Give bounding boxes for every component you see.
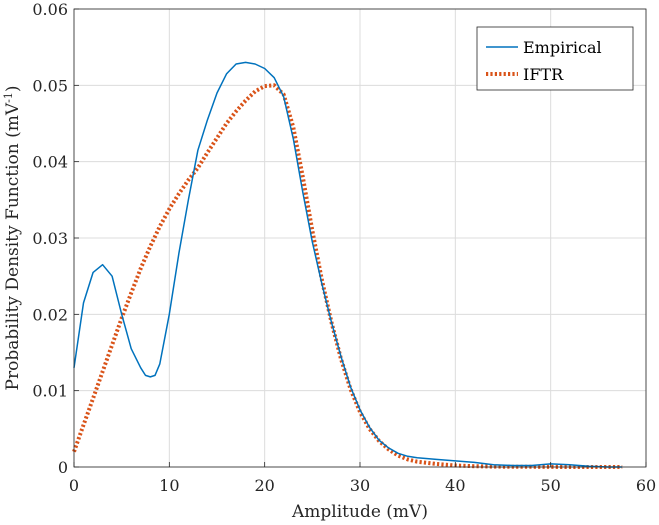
x-tick-label: 20	[254, 476, 274, 495]
y-axis-label-superscript: -1	[2, 92, 15, 103]
x-tick-label: 0	[69, 476, 79, 495]
legend-label-iftr: IFTR	[523, 65, 564, 84]
x-tick-label: 60	[636, 476, 656, 495]
y-tick-label: 0	[58, 458, 68, 477]
x-tick-label: 50	[540, 476, 560, 495]
x-tick-label: 10	[159, 476, 179, 495]
y-axis-label-close: )	[3, 86, 23, 93]
series-layer	[72, 61, 623, 469]
y-tick-labels: 0 0.01 0.02 0.03 0.04 0.05 0.06	[32, 0, 68, 477]
tick-marks	[73, 8, 647, 468]
y-axis-label-main: Probability Density Function (mV	[3, 102, 23, 390]
legend-label-empirical: Empirical	[523, 38, 602, 57]
y-tick-label: 0.02	[32, 305, 68, 324]
x-axis-label: Amplitude (mV)	[291, 502, 428, 522]
legend-box	[476, 26, 634, 91]
series-line-iftr	[72, 83, 623, 469]
y-tick-label: 0.06	[32, 0, 68, 19]
y-tick-label: 0.03	[32, 229, 68, 248]
series-line-empirical	[73, 61, 623, 468]
x-tick-label: 40	[445, 476, 465, 495]
y-tick-label: 0.05	[32, 76, 68, 95]
y-tick-label: 0.04	[32, 153, 68, 172]
y-tick-label: 0.01	[32, 382, 68, 401]
x-tick-labels: 0 10 20 30 40 50 60	[69, 476, 656, 495]
x-tick-label: 30	[350, 476, 370, 495]
y-axis-label: Probability Density Function (mV-1)	[2, 86, 23, 391]
legend: Empirical IFTR	[476, 26, 634, 91]
